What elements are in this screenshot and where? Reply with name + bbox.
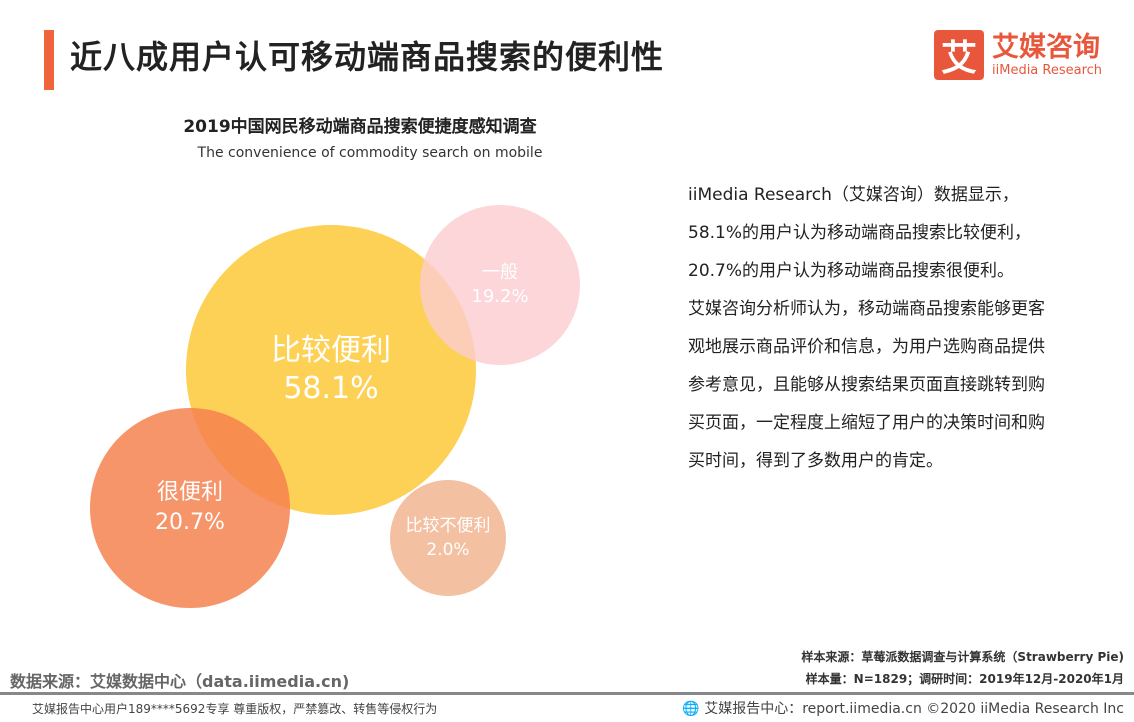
copyright-notice: 艾媒报告中心用户189****5692专享 尊重版权，严禁篡改、转售等侵权行为 (32, 702, 438, 716)
chart-title: 2019中国网民移动端商品搜索便捷度感知调查 (183, 117, 537, 137)
title-accent-bar (44, 30, 54, 90)
logo: 艾 艾媒咨询 iiMedia Research (934, 30, 1102, 80)
bubble-label: 比较不便利 (405, 516, 491, 536)
logo-mark: 艾 (934, 30, 984, 80)
page-title: 近八成用户认可移动端商品搜索的便利性 (70, 38, 665, 76)
globe-icon: 🌐 (682, 701, 705, 717)
bubble-value: 20.7% (155, 510, 225, 535)
report-link[interactable]: 艾媒报告中心：report.iimedia.cn ©2020 iiMedia R… (704, 701, 1124, 717)
paragraph-1: iiMedia Research（艾媒咨询）数据显示，58.1%的用户认为移动端… (688, 185, 1032, 281)
footer-divider (0, 692, 1134, 695)
sample-source: 样本来源：草莓派数据调查与计算系统（Strawberry Pie) (801, 650, 1124, 664)
bubble-hen-bianli: 很便利 20.7% (90, 408, 290, 608)
data-source: 数据来源：艾媒数据中心（data.iimedia.cn) (10, 672, 350, 691)
bubble-value: 2.0% (426, 540, 470, 560)
report-center: 🌐 艾媒报告中心：report.iimedia.cn ©2020 iiMedia… (682, 698, 1124, 718)
bubble-value: 19.2% (471, 286, 529, 307)
analysis-text: iiMedia Research（艾媒咨询）数据显示，58.1%的用户认为移动端… (688, 176, 1048, 480)
bubble-value: 58.1% (283, 371, 379, 406)
chart-subtitle: The convenience of commodity search on m… (197, 145, 543, 161)
paragraph-2: 艾媒咨询分析师认为，移动端商品搜索能够更客观地展示商品评价和信息，为用户选购商品… (688, 299, 1045, 471)
sample-size: 样本量：N=1829；调研时间：2019年12月-2020年1月 (805, 672, 1124, 686)
bubble-label: 比较便利 (271, 333, 391, 368)
bubble-yiban: 一般 19.2% (420, 205, 580, 365)
bubble-bijiao-bu-bianli: 比较不便利 2.0% (390, 480, 506, 596)
bubble-label: 一般 (482, 262, 518, 283)
bubble-label: 很便利 (156, 480, 223, 505)
logo-en: iiMedia Research (992, 62, 1103, 78)
logo-cn: 艾媒咨询 (992, 31, 1100, 63)
